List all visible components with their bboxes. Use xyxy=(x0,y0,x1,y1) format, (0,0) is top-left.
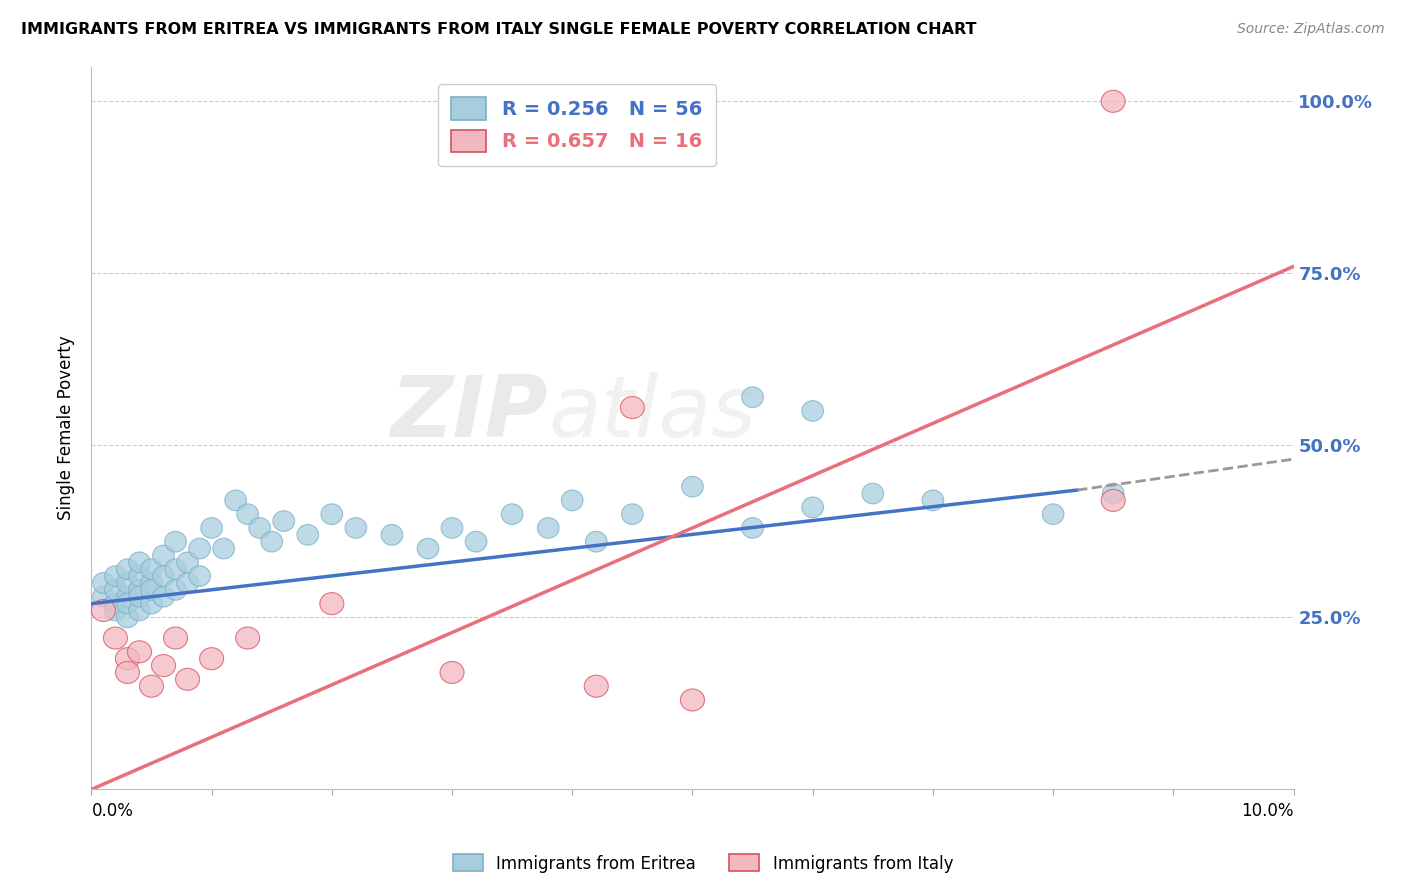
Ellipse shape xyxy=(1101,90,1125,112)
Ellipse shape xyxy=(91,599,115,622)
Ellipse shape xyxy=(621,504,643,524)
Ellipse shape xyxy=(381,524,402,545)
Ellipse shape xyxy=(212,538,235,559)
Ellipse shape xyxy=(249,517,270,538)
Ellipse shape xyxy=(177,552,198,573)
Ellipse shape xyxy=(297,524,319,545)
Ellipse shape xyxy=(319,592,344,615)
Ellipse shape xyxy=(153,566,174,586)
Ellipse shape xyxy=(188,538,211,559)
Text: IMMIGRANTS FROM ERITREA VS IMMIGRANTS FROM ITALY SINGLE FEMALE POVERTY CORRELATI: IMMIGRANTS FROM ERITREA VS IMMIGRANTS FR… xyxy=(21,22,977,37)
Ellipse shape xyxy=(236,504,259,524)
Ellipse shape xyxy=(93,573,114,593)
Ellipse shape xyxy=(236,627,260,649)
Ellipse shape xyxy=(104,566,127,586)
Ellipse shape xyxy=(465,532,486,552)
Ellipse shape xyxy=(682,476,703,497)
Ellipse shape xyxy=(115,648,139,670)
Ellipse shape xyxy=(1102,483,1123,504)
Ellipse shape xyxy=(152,655,176,676)
Ellipse shape xyxy=(177,573,198,593)
Ellipse shape xyxy=(141,580,162,600)
Ellipse shape xyxy=(141,559,162,580)
Ellipse shape xyxy=(141,573,162,593)
Ellipse shape xyxy=(117,559,138,580)
Ellipse shape xyxy=(200,648,224,670)
Text: 0.0%: 0.0% xyxy=(91,802,134,820)
Text: 10.0%: 10.0% xyxy=(1241,802,1294,820)
Ellipse shape xyxy=(104,600,127,621)
Ellipse shape xyxy=(201,517,222,538)
Ellipse shape xyxy=(129,600,150,621)
Ellipse shape xyxy=(93,586,114,607)
Ellipse shape xyxy=(176,668,200,690)
Ellipse shape xyxy=(104,593,127,614)
Ellipse shape xyxy=(153,586,174,607)
Ellipse shape xyxy=(129,552,150,573)
Ellipse shape xyxy=(273,511,294,532)
Ellipse shape xyxy=(141,593,162,614)
Ellipse shape xyxy=(115,662,139,683)
Ellipse shape xyxy=(537,517,560,538)
Ellipse shape xyxy=(681,689,704,711)
Ellipse shape xyxy=(502,504,523,524)
Legend: Immigrants from Eritrea, Immigrants from Italy: Immigrants from Eritrea, Immigrants from… xyxy=(446,847,960,880)
Ellipse shape xyxy=(418,538,439,559)
Ellipse shape xyxy=(262,532,283,552)
Ellipse shape xyxy=(165,559,187,580)
Y-axis label: Single Female Poverty: Single Female Poverty xyxy=(58,336,76,520)
Ellipse shape xyxy=(139,675,163,698)
Ellipse shape xyxy=(104,580,127,600)
Legend: R = 0.256   N = 56, R = 0.657   N = 16: R = 0.256 N = 56, R = 0.657 N = 16 xyxy=(437,84,716,166)
Ellipse shape xyxy=(585,532,607,552)
Ellipse shape xyxy=(922,490,943,511)
Text: ZIP: ZIP xyxy=(391,372,548,455)
Ellipse shape xyxy=(129,566,150,586)
Ellipse shape xyxy=(117,593,138,614)
Ellipse shape xyxy=(163,627,187,649)
Ellipse shape xyxy=(801,497,824,517)
Ellipse shape xyxy=(188,566,211,586)
Ellipse shape xyxy=(620,397,644,418)
Ellipse shape xyxy=(117,573,138,593)
Ellipse shape xyxy=(585,675,609,698)
Ellipse shape xyxy=(117,607,138,628)
Ellipse shape xyxy=(862,483,883,504)
Text: atlas: atlas xyxy=(548,372,756,455)
Ellipse shape xyxy=(165,580,187,600)
Ellipse shape xyxy=(561,490,583,511)
Ellipse shape xyxy=(742,387,763,408)
Text: Source: ZipAtlas.com: Source: ZipAtlas.com xyxy=(1237,22,1385,37)
Ellipse shape xyxy=(104,627,128,649)
Ellipse shape xyxy=(1042,504,1064,524)
Ellipse shape xyxy=(128,640,152,663)
Ellipse shape xyxy=(321,504,343,524)
Ellipse shape xyxy=(801,401,824,421)
Ellipse shape xyxy=(1101,490,1125,511)
Ellipse shape xyxy=(440,662,464,683)
Ellipse shape xyxy=(742,517,763,538)
Ellipse shape xyxy=(129,586,150,607)
Ellipse shape xyxy=(153,545,174,566)
Ellipse shape xyxy=(441,517,463,538)
Ellipse shape xyxy=(129,580,150,600)
Ellipse shape xyxy=(344,517,367,538)
Ellipse shape xyxy=(165,532,187,552)
Ellipse shape xyxy=(117,586,138,607)
Ellipse shape xyxy=(225,490,246,511)
